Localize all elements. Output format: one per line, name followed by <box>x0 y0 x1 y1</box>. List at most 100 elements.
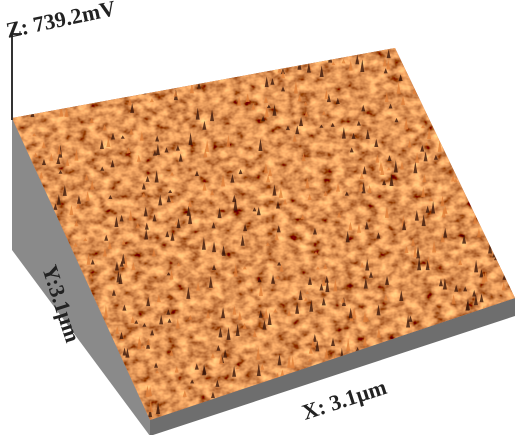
spike <box>473 64 477 74</box>
spike <box>432 375 436 382</box>
spike <box>456 414 460 420</box>
spike <box>239 62 243 70</box>
spike <box>289 405 293 411</box>
spike <box>435 123 439 129</box>
spike <box>432 88 436 95</box>
spike <box>156 52 160 60</box>
spike <box>501 167 505 172</box>
spike <box>121 66 125 72</box>
spike <box>81 38 85 50</box>
spike <box>57 34 61 47</box>
spike <box>116 73 120 83</box>
spike <box>83 88 87 100</box>
spike <box>515 398 519 401</box>
spike <box>248 47 252 52</box>
spike <box>485 408 489 412</box>
spike <box>48 335 52 341</box>
spike <box>463 102 467 111</box>
spike <box>511 113 515 121</box>
spike <box>204 47 208 59</box>
spike <box>445 372 449 378</box>
spike <box>139 71 143 78</box>
spike <box>491 104 495 112</box>
spike <box>175 48 179 54</box>
spike <box>485 140 489 149</box>
spike <box>254 403 258 406</box>
spike <box>53 371 57 382</box>
spike <box>175 59 179 65</box>
spike <box>392 391 396 395</box>
spike <box>450 44 454 47</box>
spike <box>78 408 82 411</box>
spike <box>503 63 507 74</box>
spike <box>94 367 98 379</box>
spike <box>15 378 19 385</box>
spike <box>206 42 210 46</box>
spike <box>198 40 202 47</box>
spike <box>28 63 32 69</box>
spike <box>76 342 80 353</box>
spike <box>444 51 448 58</box>
spike <box>506 247 510 254</box>
spike <box>486 46 490 58</box>
spike <box>46 343 50 354</box>
spike <box>89 88 93 96</box>
spike <box>74 88 78 94</box>
spike <box>343 45 347 49</box>
spike <box>297 59 301 69</box>
spike <box>512 255 516 267</box>
spike <box>457 169 461 173</box>
spike <box>114 39 118 49</box>
spike <box>400 416 404 422</box>
spike <box>39 297 43 307</box>
spike <box>258 30 262 40</box>
spike <box>36 345 40 352</box>
spike <box>227 59 231 65</box>
spike <box>493 380 497 386</box>
spike <box>269 54 273 59</box>
spike <box>50 63 54 72</box>
spike <box>91 67 95 79</box>
spike <box>352 423 356 427</box>
spike <box>204 33 208 41</box>
spike <box>4 49 8 60</box>
spike <box>517 152 521 160</box>
spike <box>132 419 136 424</box>
spike <box>418 402 422 409</box>
spike <box>107 67 111 76</box>
spike <box>24 311 28 323</box>
spike <box>9 406 13 418</box>
spike <box>93 42 97 48</box>
spike <box>328 50 332 62</box>
spike <box>505 118 509 128</box>
spike <box>405 385 409 397</box>
spike <box>460 114 464 126</box>
spike <box>462 58 466 64</box>
spike <box>7 202 11 211</box>
spike <box>470 176 474 183</box>
spike <box>486 197 490 207</box>
spike <box>458 167 462 173</box>
spike <box>463 103 467 111</box>
spike <box>21 83 25 95</box>
spike <box>22 369 26 379</box>
spike <box>360 42 364 49</box>
spike <box>118 77 122 89</box>
spike <box>468 117 472 128</box>
spike <box>238 49 242 56</box>
spike <box>477 113 481 124</box>
spike <box>517 367 521 378</box>
spike <box>477 127 481 138</box>
spike <box>116 402 120 406</box>
spike <box>33 389 37 394</box>
spike <box>453 94 457 102</box>
spike <box>142 82 146 95</box>
spike <box>17 312 21 322</box>
spike <box>474 339 478 345</box>
spike <box>354 418 358 430</box>
spike <box>491 174 495 181</box>
spike <box>483 399 487 405</box>
spike <box>114 69 118 79</box>
spike <box>446 339 450 351</box>
spike <box>465 114 469 123</box>
